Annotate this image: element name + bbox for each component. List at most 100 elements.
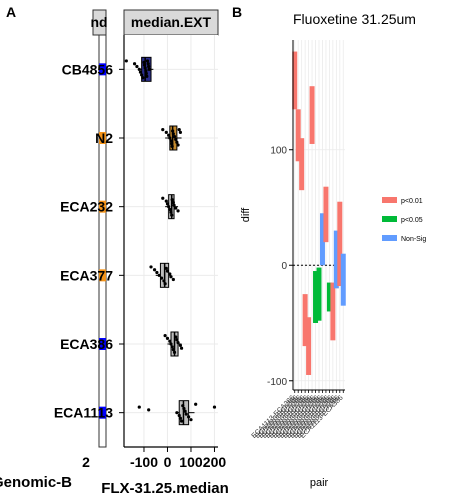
strain-label: ECA386 <box>60 336 113 352</box>
data-point <box>138 70 143 74</box>
legend: p<0.01 p<0.05 Non-Sig <box>382 197 426 243</box>
data-point <box>164 130 168 134</box>
range-bar <box>306 317 312 375</box>
data-point <box>169 139 173 143</box>
data-point <box>164 266 168 270</box>
data-point <box>143 66 147 70</box>
data-point <box>178 416 182 420</box>
genomic-marker <box>99 63 106 76</box>
data-point <box>170 213 174 217</box>
legend-label: p<0.01 <box>401 198 423 205</box>
data-point <box>142 60 146 64</box>
genomic-strip: nd 2 Genomic-B <box>0 9 108 491</box>
data-point <box>170 142 174 146</box>
data-point <box>183 409 187 413</box>
data-point <box>179 346 184 350</box>
range-bar <box>323 186 329 243</box>
data-point <box>175 140 179 144</box>
data-point <box>144 71 148 76</box>
data-point <box>174 206 178 210</box>
genomic-axis-label: Genomic-B <box>0 474 72 491</box>
data-point <box>177 413 181 418</box>
data-point <box>168 136 172 140</box>
data-point <box>169 210 173 214</box>
box-plot-x-axis-label: FLX-31.25.median <box>101 480 229 497</box>
x-tick-label: -100 <box>130 454 158 470</box>
box-plot-panel: median.EXT -100 0 100 200 FLX-31.25.median <box>101 9 229 497</box>
range-bar <box>340 253 346 306</box>
data-point <box>162 279 166 283</box>
data-point <box>171 348 175 352</box>
data-point <box>155 270 159 275</box>
data-point <box>179 419 184 423</box>
data-point <box>175 411 179 415</box>
data-point <box>172 135 177 139</box>
data-point <box>171 132 175 136</box>
data-point <box>212 405 217 409</box>
data-point <box>145 59 150 63</box>
genomic-strip-panel <box>98 34 107 448</box>
data-point <box>124 59 128 63</box>
data-point <box>146 62 150 66</box>
data-point <box>181 404 185 408</box>
data-point <box>182 406 186 411</box>
data-point <box>171 277 175 282</box>
data-point <box>164 199 168 203</box>
data-point <box>177 128 181 132</box>
data-point <box>170 198 174 202</box>
data-point <box>175 338 179 342</box>
range-bar <box>316 267 322 321</box>
data-point <box>189 418 193 422</box>
x-tick-label: 0 <box>164 454 172 470</box>
y-tick-label: 0 <box>281 261 287 272</box>
data-point <box>147 67 151 71</box>
data-point <box>167 205 171 209</box>
data-point <box>165 269 170 273</box>
y-tick-label: 100 <box>270 146 287 157</box>
range-bar <box>313 271 319 324</box>
data-point <box>169 342 173 346</box>
data-point <box>194 402 198 406</box>
range-bar <box>330 282 336 341</box>
data-point <box>174 137 178 141</box>
strain-label: ECA1113 <box>54 405 113 421</box>
data-point <box>176 209 180 213</box>
x-tick-label: 200 <box>203 454 227 470</box>
data-point <box>170 144 174 148</box>
data-point <box>170 345 174 349</box>
data-point <box>161 196 165 200</box>
data-point <box>145 74 149 78</box>
genomic-marker <box>99 338 106 350</box>
box-plot-header-text: median.EXT <box>131 14 212 30</box>
panel-a-label: A <box>6 4 16 20</box>
x-tick-label: 100 <box>179 454 203 470</box>
range-bar <box>333 230 339 289</box>
data-point <box>140 73 144 77</box>
data-point <box>142 63 147 67</box>
genomic-marker <box>99 132 106 144</box>
box-plot-area <box>124 35 218 447</box>
genomic-marker <box>99 406 106 419</box>
range-bar-y-axis-label: diff <box>240 207 252 222</box>
strain-labels: CB4856 N2 ECA232 ECA377 ECA386 ECA1113 <box>54 61 113 420</box>
legend-swatch <box>382 216 397 222</box>
range-bar-title: Fluoxetine 31.25um <box>293 11 416 27</box>
range-bar <box>309 86 315 144</box>
data-point <box>176 143 180 147</box>
y-tick-label: -100 <box>267 377 287 388</box>
legend-swatch <box>382 197 397 203</box>
legend-label: p<0.05 <box>401 217 423 224</box>
data-point <box>144 69 148 73</box>
legend-label: Non-Sig <box>401 236 426 243</box>
data-point <box>168 339 172 343</box>
data-point <box>165 336 170 340</box>
data-point <box>147 408 151 412</box>
range-bar <box>292 51 298 110</box>
data-point <box>187 415 191 419</box>
data-point <box>178 130 182 134</box>
range-bar <box>302 294 308 347</box>
genomic-strip-header-text: nd <box>90 14 107 30</box>
data-point <box>176 341 180 345</box>
data-point <box>152 268 157 272</box>
